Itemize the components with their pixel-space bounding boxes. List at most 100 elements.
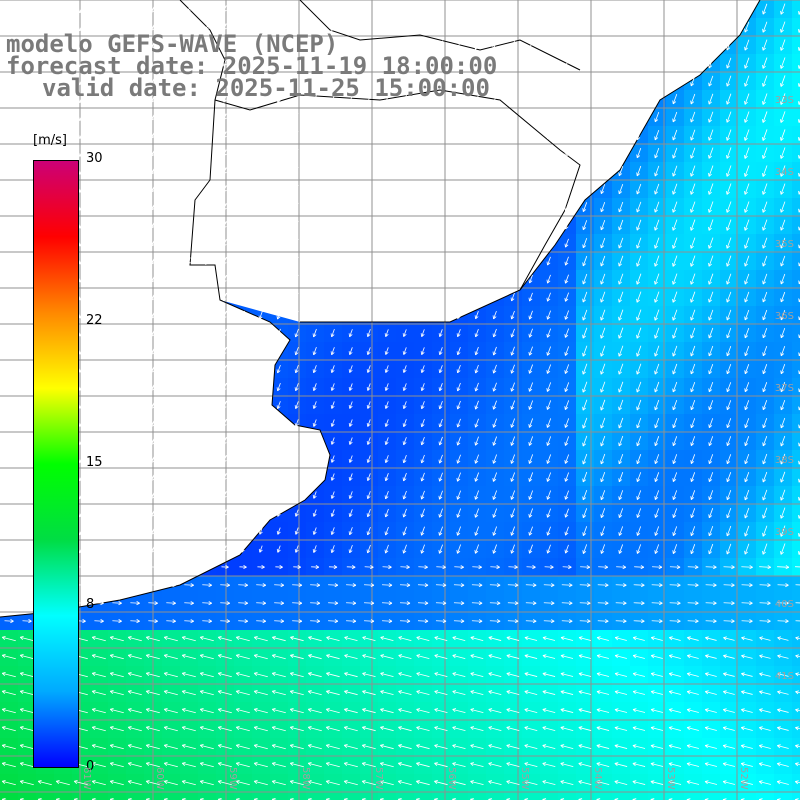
wind-arrow-head xyxy=(744,11,749,15)
wind-arrow-head xyxy=(222,62,225,67)
wind-arrow-head xyxy=(600,64,602,68)
wind-arrow xyxy=(654,76,660,86)
wind-arrow xyxy=(97,113,101,121)
wind-arrow-head xyxy=(762,244,764,249)
wind-arrow xyxy=(223,113,227,121)
wind-arrow-head xyxy=(600,370,602,375)
wind-arrow xyxy=(565,76,569,86)
wind-arrow-head xyxy=(133,46,137,50)
wind-arrow-head xyxy=(438,315,441,319)
wind-arrow-head xyxy=(528,351,530,356)
wind-arrow-head xyxy=(636,10,638,14)
wind-arrow-head xyxy=(798,101,800,105)
wind-arrow xyxy=(259,95,263,103)
wind-arrow-head xyxy=(708,46,710,50)
wind-arrow-head xyxy=(439,100,443,104)
wind-arrow-head xyxy=(421,46,425,50)
wind-arrow-head xyxy=(601,100,605,104)
wind-arrow-head xyxy=(762,11,766,15)
wind-arrow-head xyxy=(456,387,458,392)
wind-arrow-head xyxy=(618,118,620,122)
wind-arrow-head xyxy=(744,47,748,51)
wind-arrow xyxy=(403,40,407,50)
wind-cell xyxy=(720,792,738,800)
wind-arrow-head xyxy=(636,208,638,213)
wind-arrow-head xyxy=(133,117,137,121)
wind-arrow-head xyxy=(222,297,224,302)
wind-cell xyxy=(792,108,800,126)
wind-arrow-head xyxy=(744,208,746,213)
wind-arrow-head xyxy=(582,316,584,321)
wind-arrow-head xyxy=(6,117,9,121)
wind-arrow-head xyxy=(312,207,314,212)
wind-cell xyxy=(792,360,800,378)
wind-arrow-head xyxy=(690,190,692,195)
wind-arrow-head xyxy=(474,171,476,176)
wind-arrow xyxy=(493,76,497,86)
wind-arrow-head xyxy=(618,46,620,50)
wind-arrow xyxy=(547,112,551,122)
wind-arrow xyxy=(744,75,750,87)
wind-arrow-head xyxy=(78,296,81,301)
wind-arrow xyxy=(672,111,678,123)
wind-arrow-head xyxy=(798,316,800,320)
wind-arrow-head xyxy=(241,81,245,85)
wind-cell xyxy=(540,792,558,800)
wind-arrow-head xyxy=(744,316,746,321)
wind-arrow-head xyxy=(780,83,782,87)
wind-arrow-head xyxy=(636,154,638,158)
wind-arrow xyxy=(277,5,281,13)
wind-arrow-head xyxy=(528,117,530,122)
wind-arrow-head xyxy=(384,63,386,68)
wind-arrow-head xyxy=(744,83,748,87)
wind-arrow-head xyxy=(744,28,746,33)
wind-arrow-head xyxy=(547,100,551,104)
wind-arrow-head xyxy=(780,226,782,231)
wind-arrow-head xyxy=(78,81,81,85)
wind-arrow-head xyxy=(330,153,332,158)
wind-arrow xyxy=(726,21,732,33)
wind-arrow xyxy=(565,4,569,14)
wind-arrow-head xyxy=(169,63,173,67)
wind-arrow xyxy=(79,59,83,67)
wind-arrow xyxy=(385,22,389,32)
wind-arrow-head xyxy=(258,189,261,193)
wind-arrow-head xyxy=(654,46,656,50)
wind-arrow-head xyxy=(492,81,494,86)
wind-arrow-head xyxy=(312,99,315,103)
wind-arrow xyxy=(582,58,588,68)
wind-cell xyxy=(792,432,800,450)
wind-arrow-head xyxy=(132,351,135,355)
wind-arrow-head xyxy=(600,172,602,176)
wind-arrow-head xyxy=(330,27,333,31)
wind-arrow-head xyxy=(294,351,296,355)
wind-arrow-head xyxy=(708,244,710,249)
wind-arrow-head xyxy=(420,117,422,122)
wind-arrow xyxy=(277,77,281,85)
wind-arrow-head xyxy=(726,10,728,14)
wind-arrow-head xyxy=(564,63,566,68)
wind-arrow-head xyxy=(600,334,602,339)
wind-arrow-head xyxy=(456,243,459,247)
wind-cell xyxy=(792,288,800,306)
wind-arrow-head xyxy=(168,9,171,13)
wind-arrow-head xyxy=(438,207,440,212)
wind-cell xyxy=(792,0,800,18)
wind-arrow-head xyxy=(222,188,225,193)
wind-arrow-head xyxy=(133,10,137,14)
wind-arrow xyxy=(403,76,407,86)
wind-arrow-head xyxy=(43,100,47,104)
wind-arrow-head xyxy=(673,47,677,51)
wind-arrow-head xyxy=(762,64,764,69)
wind-arrow xyxy=(529,112,533,122)
wind-arrow-head xyxy=(96,278,99,283)
wind-arrow-head xyxy=(313,64,317,67)
wind-arrow xyxy=(690,4,696,14)
wind-arrow-head xyxy=(186,170,189,175)
wind-arrow-head xyxy=(204,351,206,356)
wind-arrow-head xyxy=(204,206,207,211)
wind-arrow-head xyxy=(331,64,335,68)
wind-arrow-head xyxy=(114,296,117,301)
wind-arrow-head xyxy=(384,207,386,212)
wind-arrow xyxy=(636,76,642,86)
